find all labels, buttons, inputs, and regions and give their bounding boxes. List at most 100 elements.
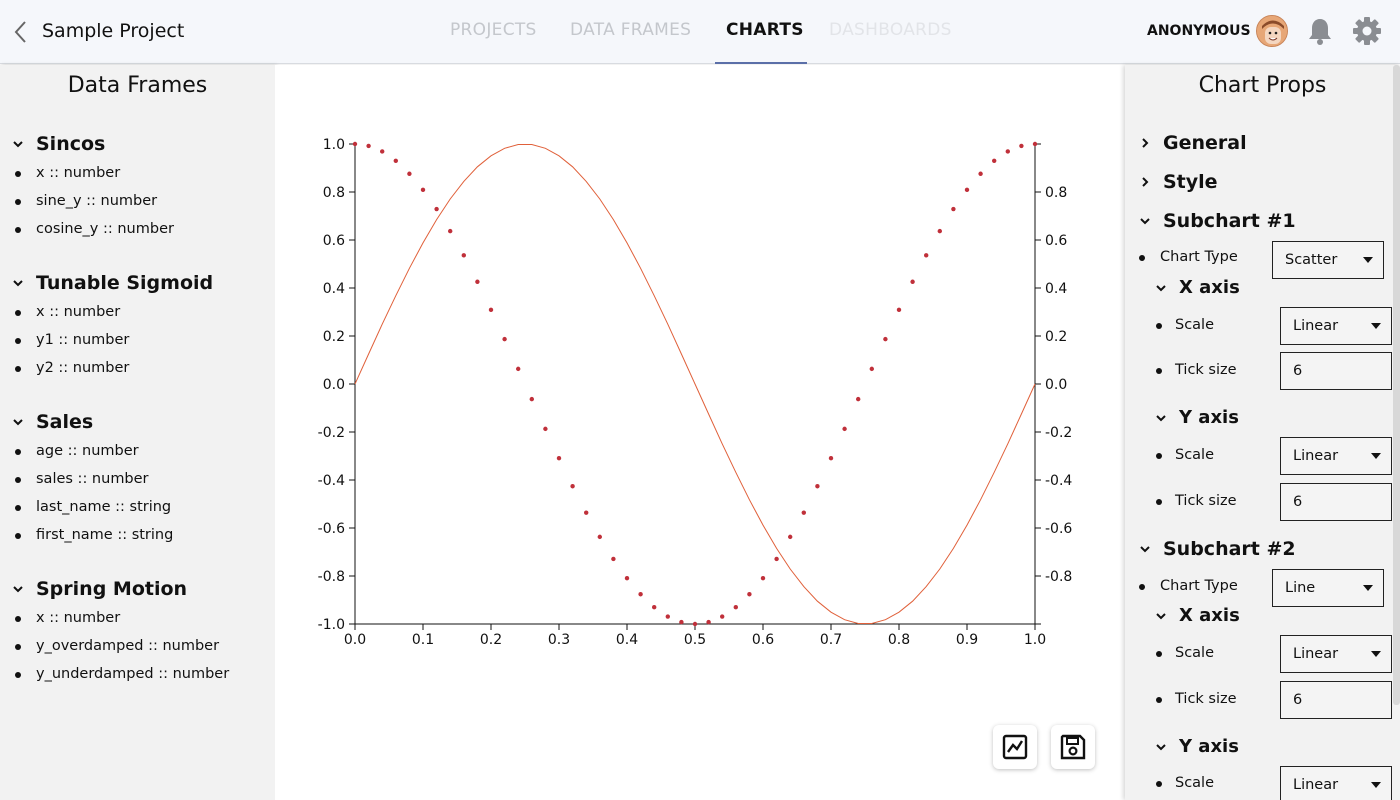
settings-gear-icon[interactable] [1352,16,1382,46]
subchart-1-chart-type-select[interactable]: Scatter [1272,241,1384,279]
scatter-point [883,336,888,342]
tab-charts[interactable]: CHARTS [726,20,804,40]
subchart-1-y-scale-select[interactable]: Linear [1280,437,1392,475]
field-item[interactable]: cosine_y :: number [12,215,174,243]
chart-props-panel: Chart Props General Style Subchart #1 Ch… [1125,65,1400,800]
subchart-2-x-scale-select[interactable]: Linear [1280,635,1392,673]
prop-general-label: General [1163,132,1247,154]
notification-bell-icon[interactable] [1306,16,1334,46]
bullet [1156,368,1162,374]
field-item[interactable]: last_name :: string [12,493,173,521]
chart-props-title: Chart Props [1198,73,1327,98]
tick-size-label: Tick size [1175,493,1237,509]
field-list: x :: number y1 :: number y2 :: number [12,298,213,382]
scale-label: Scale [1175,645,1215,661]
field-item[interactable]: y1 :: number [12,326,213,354]
active-tab-indicator [715,62,807,64]
field-item[interactable]: sales :: number [12,465,173,493]
y-axis-label: Y axis [1179,407,1239,428]
field-item[interactable]: x :: number [12,159,174,187]
x-tick-label: 0.7 [820,632,842,648]
avatar[interactable] [1256,15,1288,47]
chevron-down-icon [13,586,23,593]
tick-size-label: Tick size [1175,691,1237,707]
scatter-point [475,279,480,284]
back-arrow-icon[interactable] [10,18,32,46]
subchart-2-y-axis-header[interactable]: Y axis [1155,736,1239,757]
chevron-down-icon [1156,743,1166,750]
y-axis-label: Y axis [1179,736,1239,757]
subchart-1-y-tick-size-input[interactable]: 6 [1280,483,1392,521]
subchart-1-x-scale-select[interactable]: Linear [1280,307,1392,345]
scatter-point [1005,149,1010,154]
caret-down-icon [1363,585,1373,591]
field-item[interactable]: sine_y :: number [12,187,174,215]
frame-header-spring-motion[interactable]: Spring Motion [12,577,229,601]
frame-header-sincos[interactable]: Sincos [12,132,174,156]
scatter-point [393,158,398,163]
frame-group-sales: Sales age :: number sales :: number last… [12,410,173,549]
field-item[interactable]: y_overdamped :: number [12,632,229,660]
scatter-point [896,307,902,313]
caret-down-icon [1371,453,1381,459]
avatar-image [1257,16,1287,46]
subchart-1-y-axis-header[interactable]: Y axis [1155,407,1239,428]
y-tick-label-left: 0.6 [323,233,345,249]
scatter-point [733,605,738,610]
props-scrollbar[interactable] [1393,65,1400,705]
save-chart-button[interactable] [1051,725,1095,769]
subchart-2-y-scale-select[interactable]: Linear [1280,766,1392,800]
scatter-point [760,575,766,581]
y-tick-label-left: -1.0 [318,617,345,633]
field-item[interactable]: first_name :: string [12,521,173,549]
prop-subchart-2[interactable]: Subchart #2 [1139,538,1296,560]
subchart-1-x-tick-size-input[interactable]: 6 [1280,352,1392,390]
subchart-2-x-tick-size-input[interactable]: 6 [1280,681,1392,719]
field-item[interactable]: x :: number [12,604,229,632]
y-tick-label-left: -0.8 [318,569,345,585]
chevron-down-icon [1156,414,1166,421]
subchart-2-x-axis-header[interactable]: X axis [1155,605,1240,626]
y-tick-label-right: -0.4 [1045,473,1072,489]
field-item[interactable]: y2 :: number [12,354,213,382]
prop-subchart-1[interactable]: Subchart #1 [1139,210,1296,232]
bullet [1139,584,1145,590]
field-list: x :: number sine_y :: number cosine_y ::… [12,159,174,243]
field-item[interactable]: x :: number [12,298,213,326]
chart-type-label: Chart Type [1160,249,1238,265]
subchart-2-label: Subchart #2 [1163,538,1296,560]
tab-data-frames[interactable]: DATA FRAMES [570,20,692,40]
tab-dashboards[interactable]: DASHBOARDS [829,20,952,40]
subchart-2-chart-type-select[interactable]: Line [1272,569,1384,607]
chart-preview-button[interactable] [993,725,1037,769]
frame-header-tunable-sigmoid[interactable]: Tunable Sigmoid [12,271,213,295]
scatter-point [964,187,970,193]
frame-header-sales[interactable]: Sales [12,410,173,434]
y-tick-label-left: 0.4 [323,281,345,297]
y-tick-label-left: -0.2 [318,425,345,441]
x-tick-label: 0.1 [412,632,434,648]
user-name: ANONYMOUS [1147,23,1251,39]
y-tick-label-left: 0.2 [323,329,345,345]
chevron-down-icon [1140,218,1150,225]
frame-group-sincos: Sincos x :: number sine_y :: number cosi… [12,132,174,243]
field-item[interactable]: age :: number [12,437,173,465]
chart-plot[interactable]: 0.0 0.1 0.2 0.3 0.4 0.5 0.6 0.7 0.8 0.9 1.0 1.0 0.8 0… [275,65,1125,665]
scatter-point [706,619,711,625]
scatter-point [461,253,466,258]
scale-label: Scale [1175,447,1215,463]
chevron-right-icon [1142,177,1149,187]
tab-projects[interactable]: PROJECTS [450,20,537,40]
prop-general[interactable]: General [1139,132,1247,154]
x-tick-label: 1.0 [1024,632,1046,648]
scatter-point [692,621,698,627]
bullet [1156,499,1162,505]
scatter-point [611,556,616,562]
field-item[interactable]: y_underdamped :: number [12,660,229,688]
scatter-point [951,206,956,212]
subchart-1-x-axis-header[interactable]: X axis [1155,277,1240,298]
scatter-point [910,279,915,284]
prop-style[interactable]: Style [1139,171,1218,193]
scatter-point [747,592,752,597]
x-tick-label: 0.2 [480,632,502,648]
